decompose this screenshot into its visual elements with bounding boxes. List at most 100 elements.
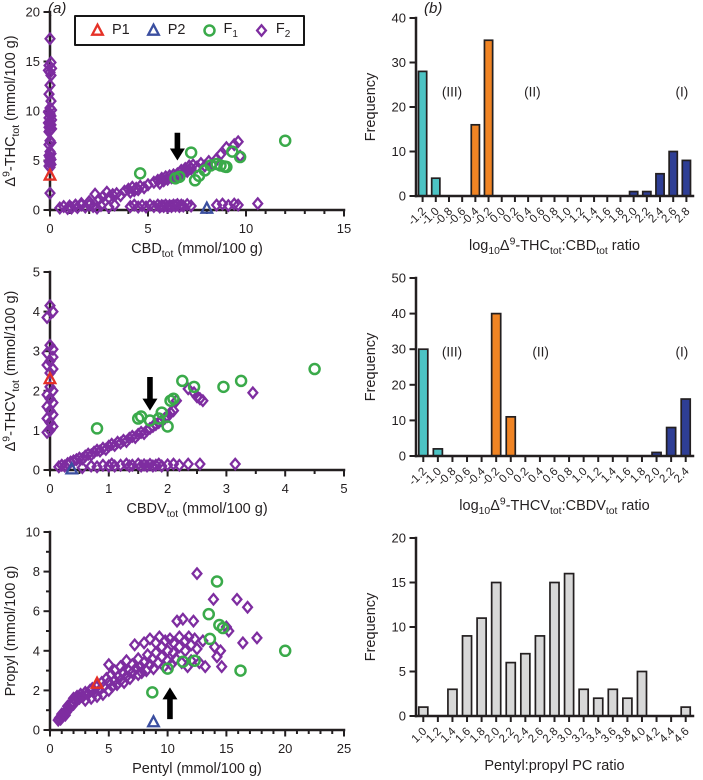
b1-chart: 0 10 20 30 40 -1.2-1.0-0.8-0.6-0.4-0.20.00.20… [363, 11, 695, 257]
svg-text:1: 1 [105, 481, 112, 496]
x-tick-labels: -1.2-1.0-0.8-0.6-0.4-0.20.00.20.40.60.81… [407, 465, 692, 488]
series-P2 [64, 460, 79, 475]
svg-text:50: 50 [392, 271, 406, 286]
legend-label-p2: P2 [167, 22, 186, 39]
a3-chart: 0 5 10 15 20 25 0 2 4 6 8 10 Pentyl (mmol/100 g) Prop… [3, 525, 352, 778]
ticks [43, 531, 345, 737]
svg-text:0: 0 [33, 723, 40, 738]
svg-text:15: 15 [337, 221, 351, 236]
svg-text:0: 0 [46, 741, 53, 756]
svg-text:6: 6 [33, 604, 40, 619]
series-P1 [42, 370, 58, 385]
series-F1 [90, 362, 321, 435]
y-axis-title: Δ9-THCtot (mmol/100 g) [1, 35, 21, 186]
y-axis-title: Frequency [363, 332, 379, 401]
svg-text:10: 10 [160, 741, 174, 756]
legend-label-f2: F2 [275, 21, 291, 40]
x-axis-title: Pentyl (mmol/100 g) [132, 761, 262, 777]
circle-marker-icon [202, 24, 216, 38]
svg-text:30: 30 [392, 55, 406, 70]
svg-text:0: 0 [33, 463, 40, 478]
svg-text:(III): (III) [442, 84, 462, 99]
svg-text:15: 15 [219, 741, 233, 756]
y-axis-title: Δ9-THCVtot (mmol/100 g) [1, 291, 21, 452]
svg-text:10: 10 [392, 144, 406, 159]
ticks [409, 277, 687, 462]
svg-text:(I): (I) [676, 84, 689, 99]
svg-text:3: 3 [33, 344, 40, 359]
svg-text:5: 5 [340, 481, 347, 496]
svg-text:30: 30 [392, 342, 406, 357]
axes [48, 270, 346, 472]
svg-text:5: 5 [399, 664, 406, 679]
legend: P1 P2 F1 F2 [74, 15, 306, 46]
svg-text:4.6: 4.6 [672, 726, 692, 746]
svg-text:20: 20 [26, 5, 40, 20]
svg-text:10: 10 [392, 413, 406, 428]
svg-text:15: 15 [392, 575, 406, 590]
triangle-marker-icon [146, 22, 161, 37]
svg-text:3: 3 [223, 481, 230, 496]
triangle-marker-icon [90, 22, 105, 37]
a1-chart: 0 5 10 15 0 5 10 15 20 CBDtot (mmol/100 g) Δ9-THCt… [1, 5, 351, 260]
region-labels: (III) (II) (I) [442, 344, 688, 359]
svg-text:5: 5 [33, 265, 40, 280]
legend-label-f1: F1 [223, 21, 238, 40]
svg-text:25: 25 [337, 741, 351, 756]
svg-text:10: 10 [26, 104, 40, 119]
ticks [409, 17, 688, 202]
series-F2 [52, 566, 263, 728]
region-labels: (III) (II) (I) [442, 84, 688, 99]
svg-text:8: 8 [33, 564, 40, 579]
ticks [43, 271, 345, 477]
series-F2 [41, 298, 259, 475]
svg-text:(I): (I) [676, 344, 689, 359]
b2-chart: 0 10 20 30 40 50 -1.2-1.0-0.8-0.6-0.4-0.20.00.… [363, 271, 695, 517]
scatter-thcv-vs-cbdv: 0 1 2 3 4 5 0 1 2 3 4 5 CBDVtot (mmol/100 g) Δ9-THCVt… [0, 260, 360, 520]
svg-text:10: 10 [392, 620, 406, 635]
legend-item-p2: P2 [145, 22, 186, 38]
series-F2 [42, 31, 264, 216]
tick-labels: 0 1 2 3 4 5 0 1 2 3 4 5 [33, 265, 348, 497]
ticks [409, 537, 687, 722]
series-P2 [199, 200, 215, 214]
svg-text:20: 20 [392, 100, 406, 115]
svg-text:5: 5 [33, 153, 40, 168]
svg-text:2.8: 2.8 [673, 206, 693, 226]
svg-text:10: 10 [239, 221, 253, 236]
legend-item-f1: F1 [201, 21, 238, 40]
svg-text:40: 40 [392, 306, 406, 321]
scatter-thc-vs-cbd: 0 5 10 15 0 5 10 15 20 CBDtot (mmol/100 g) Δ9-THCt… [0, 0, 360, 260]
panel-label-b: (b) [424, 0, 443, 17]
tick-labels: 0 5 10 15 20 25 0 2 4 6 8 10 [26, 525, 352, 757]
series-P1 [42, 167, 58, 181]
bars [417, 39, 692, 197]
svg-text:0: 0 [399, 449, 406, 464]
x-axis-title: Pentyl:propyl PC ratio [484, 758, 624, 774]
svg-text:20: 20 [392, 377, 406, 392]
panel-label-a: (a) [48, 0, 67, 17]
svg-text:10: 10 [26, 525, 40, 540]
arrow-annotation [162, 687, 178, 720]
y-tick-labels: 0 5 10 15 20 [392, 531, 406, 724]
bars [417, 572, 692, 717]
svg-text:4: 4 [33, 643, 40, 658]
svg-text:2: 2 [33, 383, 40, 398]
svg-text:(III): (III) [442, 344, 462, 359]
series-P2 [146, 713, 161, 728]
svg-text:2.4: 2.4 [672, 465, 692, 485]
svg-text:2: 2 [33, 683, 40, 698]
svg-text:(II): (II) [524, 84, 541, 99]
y-tick-labels: 0 10 20 30 40 [392, 11, 406, 204]
histogram-pentyl-propyl-ratio: 0 5 10 15 20 1.0 1.2 1.4 1.6 1.8 2.0 2.2 2.4 2.6 2.8 3.… [360, 520, 703, 780]
x-axis-title: log10Δ9-THCtot:CBDtot ratio [469, 236, 640, 256]
arrow-annotation [169, 132, 185, 161]
svg-text:20: 20 [278, 741, 292, 756]
y-axis-title: Frequency [363, 72, 379, 141]
svg-text:4: 4 [33, 304, 40, 319]
axes [414, 16, 695, 198]
series-F1 [133, 134, 292, 187]
svg-text:0: 0 [33, 203, 40, 218]
x-tick-labels: -1.2-1.0-0.8-0.6-0.4-0.20.00.20.40.60.81… [406, 205, 692, 228]
